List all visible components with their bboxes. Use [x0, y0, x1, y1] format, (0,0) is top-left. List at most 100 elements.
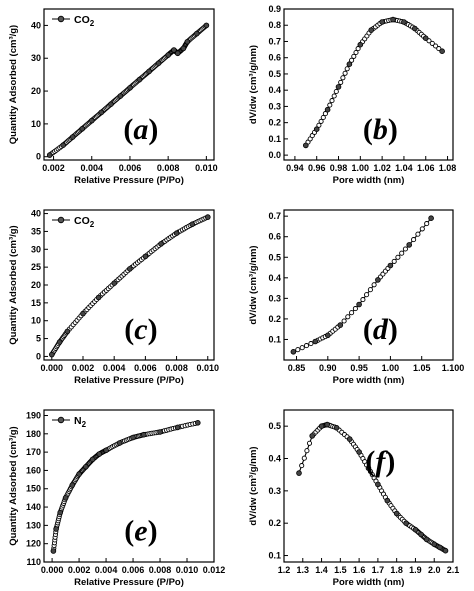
data-point-key	[387, 262, 394, 269]
y-axis-label: dV/dw (cm³/g/nm)	[248, 245, 259, 324]
data-point-key	[146, 68, 152, 75]
series-line	[298, 424, 446, 552]
data-point	[411, 237, 417, 243]
data-point-key	[431, 541, 438, 547]
data-point-key	[48, 351, 55, 358]
data-point-key	[368, 27, 375, 33]
data-point-key	[356, 301, 362, 308]
data-point-key	[428, 215, 434, 222]
series-e	[50, 419, 201, 554]
data-point-key	[403, 520, 409, 526]
y-tick-label: 0.7	[268, 211, 281, 221]
y-axis-label: Quantity Adsorbed (cm³/g)	[8, 426, 19, 545]
x-tick-label: 1.4	[315, 565, 328, 575]
data-point-key	[141, 431, 147, 438]
y-tick-label: 0.2	[268, 518, 281, 528]
data-point-key	[46, 152, 53, 158]
data-point-key	[83, 463, 89, 470]
data-point	[327, 102, 333, 108]
data-point	[301, 455, 307, 461]
x-axis-label: Pore width (nm)	[333, 375, 405, 386]
y-axis-label: Quantity Adsorbed (cm³/g)	[8, 225, 19, 344]
data-point-key	[406, 242, 413, 248]
data-point-key	[174, 50, 181, 57]
data-point-key	[95, 294, 102, 301]
data-point	[318, 118, 324, 124]
data-point-key	[130, 434, 136, 441]
y-tick-label: 0.5	[268, 252, 281, 262]
data-point-key	[96, 451, 103, 457]
y-tick-label: 0.1	[268, 551, 281, 561]
x-tick-label: 0.95	[350, 363, 368, 373]
data-point-key	[136, 76, 143, 83]
data-point-key	[157, 429, 163, 435]
y-tick-label: 0.7	[268, 36, 281, 46]
y-tick-label: 180	[26, 429, 41, 439]
data-point-key	[442, 547, 449, 554]
data-point-key	[393, 510, 400, 517]
panel-label: (a)	[123, 113, 158, 146]
data-point-key	[80, 310, 86, 317]
data-point-key	[390, 16, 396, 23]
data-point	[341, 318, 347, 324]
series-a	[46, 22, 210, 158]
series-b	[302, 16, 445, 149]
y-tick-label: 0.4	[268, 454, 281, 464]
data-point-key	[79, 126, 85, 132]
legend-marker	[57, 416, 65, 424]
data-point	[345, 314, 351, 320]
y-tick-label: 0.1	[268, 334, 281, 344]
y-tick-label: 0.4	[268, 273, 281, 283]
y-tick-label: 20	[31, 280, 41, 290]
data-point	[316, 122, 322, 128]
y-tick-label: 150	[26, 484, 41, 494]
x-tick-label: 0.000	[41, 363, 64, 373]
x-tick-label: 0.004	[80, 163, 103, 173]
x-tick-label: 1.6	[353, 565, 366, 575]
data-point-key	[439, 48, 445, 54]
data-point	[306, 440, 313, 446]
data-point-key	[64, 328, 71, 335]
data-point-key	[180, 45, 187, 52]
data-point	[355, 46, 361, 52]
plot-frame	[43, 409, 215, 563]
data-point	[304, 448, 310, 454]
data-point	[344, 66, 350, 72]
data-point-key	[357, 41, 364, 48]
x-tick-label: 0.90	[319, 363, 337, 373]
legend-label: N2	[74, 415, 87, 429]
x-tick-label: 0.85	[288, 363, 306, 373]
data-point	[419, 226, 425, 232]
data-point-key	[108, 101, 114, 107]
x-tick-label: 1.100	[442, 363, 465, 373]
data-point-key	[165, 52, 172, 58]
x-tick-label: 0.002	[68, 565, 91, 575]
y-tick-label: 0.8	[268, 20, 281, 30]
series-f	[296, 421, 449, 554]
plot-frame	[283, 8, 454, 161]
legend-marker	[57, 216, 65, 224]
data-point-key	[189, 221, 196, 228]
x-tick-label: 1.05	[413, 363, 431, 373]
data-point-key	[324, 421, 331, 428]
x-tick-label: 0.004	[95, 565, 118, 575]
y-tick-label: 0.6	[268, 53, 281, 63]
data-point	[424, 221, 430, 227]
data-point-key	[62, 495, 69, 501]
x-tick-label: 1.06	[417, 163, 435, 173]
data-point-key	[324, 332, 331, 339]
series-c	[48, 214, 211, 358]
x-tick-label: 0.006	[122, 565, 145, 575]
data-point-key	[423, 536, 430, 543]
data-point-key	[171, 47, 177, 53]
data-point-key	[337, 322, 344, 328]
data-point-key	[127, 266, 133, 272]
data-point-key	[401, 19, 407, 25]
y-tick-label: 35	[31, 226, 41, 236]
data-point	[429, 40, 435, 46]
data-point-key	[346, 61, 353, 67]
y-tick-label: 0	[36, 152, 41, 162]
data-point	[364, 292, 370, 298]
y-tick-label: 140	[26, 502, 41, 512]
data-point	[342, 70, 348, 76]
